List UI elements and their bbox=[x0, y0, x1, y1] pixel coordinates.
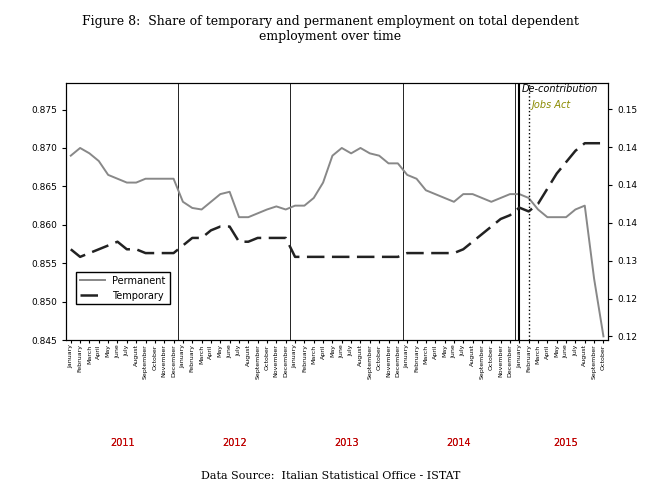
Text: Jobs Act: Jobs Act bbox=[531, 100, 570, 109]
Text: 2011: 2011 bbox=[110, 438, 134, 448]
Text: De-contribution: De-contribution bbox=[522, 84, 598, 94]
Text: 2015: 2015 bbox=[554, 438, 578, 448]
Text: 2014: 2014 bbox=[446, 438, 471, 448]
Legend: Permanent, Temporary: Permanent, Temporary bbox=[77, 272, 170, 304]
Text: Figure 8:  Share of temporary and permanent employment on total dependent
employ: Figure 8: Share of temporary and permane… bbox=[82, 15, 579, 43]
Text: 2013: 2013 bbox=[334, 438, 359, 448]
Text: 2013: 2013 bbox=[334, 438, 359, 448]
Text: 2011: 2011 bbox=[110, 438, 134, 448]
Text: 2015: 2015 bbox=[554, 438, 578, 448]
Text: 2012: 2012 bbox=[222, 438, 247, 448]
Text: 2012: 2012 bbox=[222, 438, 247, 448]
Text: 2014: 2014 bbox=[446, 438, 471, 448]
Text: Data Source:  Italian Statistical Office - ISTAT: Data Source: Italian Statistical Office … bbox=[201, 471, 460, 481]
